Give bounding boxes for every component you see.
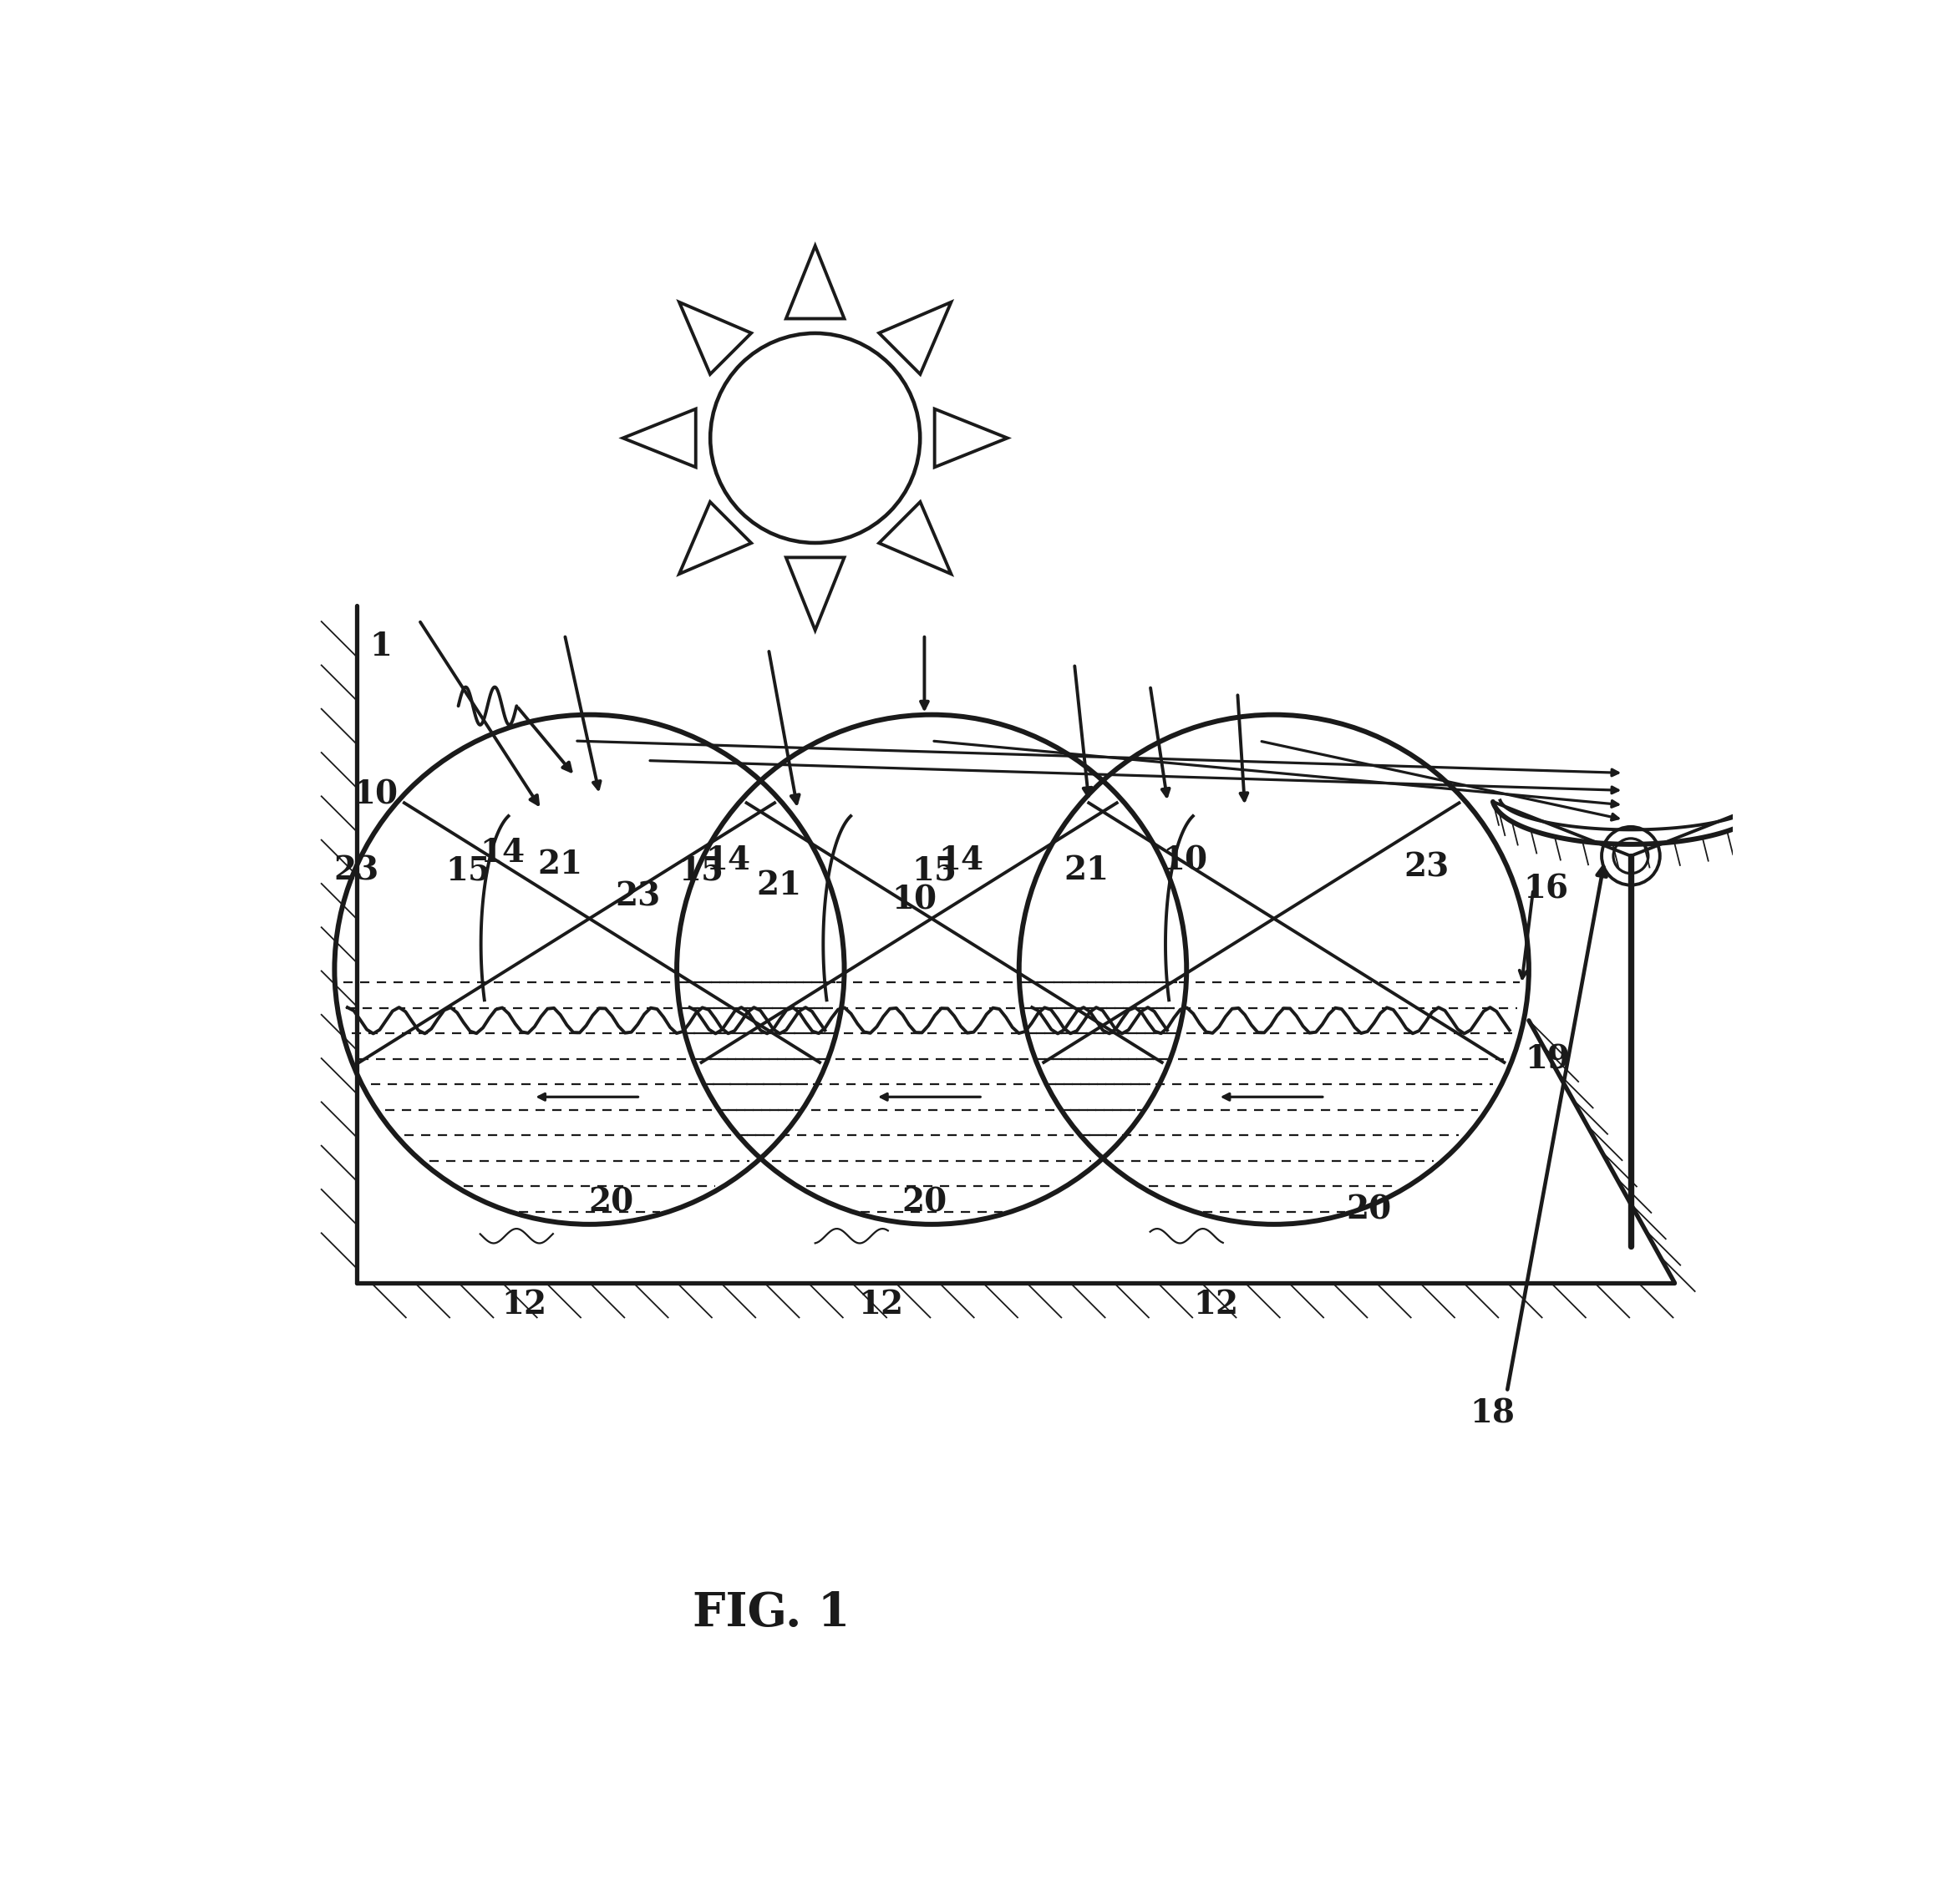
- Text: FIG. 1: FIG. 1: [692, 1590, 851, 1636]
- Text: 1: 1: [370, 630, 392, 662]
- Text: 21: 21: [1064, 855, 1109, 887]
- Text: 23: 23: [333, 855, 378, 887]
- Text: 15: 15: [678, 855, 723, 887]
- Text: 15: 15: [911, 855, 956, 887]
- Text: 10: 10: [892, 883, 937, 915]
- Text: 10: 10: [1162, 845, 1207, 876]
- Text: 18: 18: [1470, 1397, 1515, 1430]
- Text: 15: 15: [447, 855, 492, 887]
- Text: 12: 12: [858, 1288, 904, 1320]
- Text: 14: 14: [480, 838, 525, 868]
- Text: 21: 21: [537, 849, 582, 881]
- Text: 20: 20: [1347, 1193, 1392, 1225]
- Text: 20: 20: [588, 1188, 633, 1218]
- Text: 10: 10: [353, 779, 398, 811]
- Text: 16: 16: [1523, 874, 1568, 906]
- Text: 23: 23: [1403, 851, 1450, 883]
- Text: 12: 12: [502, 1288, 547, 1320]
- Text: 23: 23: [615, 881, 661, 913]
- Text: 21: 21: [757, 870, 802, 900]
- Text: 14: 14: [939, 845, 984, 876]
- Text: 20: 20: [902, 1188, 947, 1218]
- Text: 12: 12: [1194, 1288, 1239, 1320]
- Text: 19: 19: [1525, 1044, 1570, 1076]
- Text: 14: 14: [706, 845, 751, 876]
